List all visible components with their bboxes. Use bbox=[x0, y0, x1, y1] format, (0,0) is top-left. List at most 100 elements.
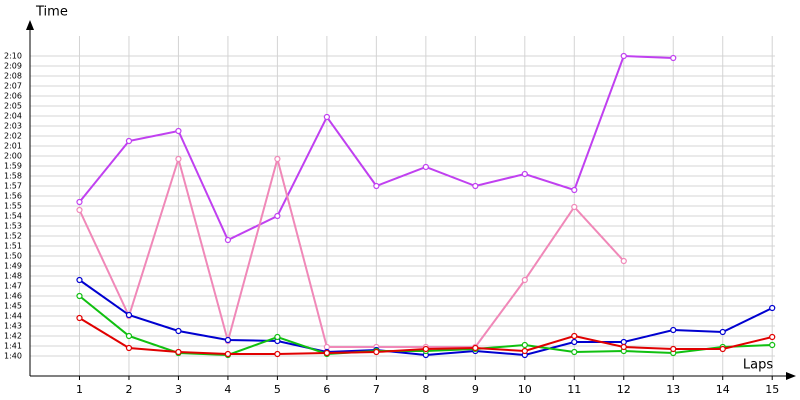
grid bbox=[30, 36, 775, 376]
y-axis-title: Time bbox=[35, 5, 68, 20]
point bbox=[274, 350, 281, 358]
y-tick-label: 2:02 bbox=[4, 132, 22, 141]
y-tick-label: 1:52 bbox=[4, 232, 22, 241]
y-tick-label: 2:01 bbox=[4, 142, 22, 151]
point bbox=[76, 206, 83, 214]
y-arrow bbox=[26, 20, 34, 30]
point bbox=[224, 236, 232, 244]
point bbox=[125, 137, 133, 145]
point bbox=[521, 341, 528, 349]
point bbox=[620, 338, 627, 346]
x-tick-label: 7 bbox=[373, 383, 380, 396]
point bbox=[670, 326, 677, 334]
point bbox=[323, 343, 330, 351]
y-tick-label: 1:47 bbox=[4, 282, 22, 291]
point bbox=[620, 343, 627, 351]
x-arrow bbox=[786, 372, 796, 380]
point bbox=[670, 345, 677, 353]
x-tick-label: 14 bbox=[716, 383, 730, 396]
point bbox=[571, 332, 578, 340]
point bbox=[76, 276, 83, 284]
y-tick-label: 2:08 bbox=[4, 72, 22, 81]
point bbox=[769, 333, 776, 341]
x-tick-label: 8 bbox=[422, 383, 429, 396]
point bbox=[719, 345, 726, 353]
point bbox=[719, 328, 726, 336]
point bbox=[224, 350, 232, 358]
point bbox=[521, 170, 528, 178]
y-tick-label: 2:06 bbox=[4, 92, 22, 101]
y-tick-label: 1:41 bbox=[4, 342, 22, 351]
y-tick-label: 1:45 bbox=[4, 302, 22, 311]
point bbox=[175, 327, 182, 335]
point bbox=[571, 203, 578, 211]
point bbox=[373, 182, 380, 190]
x-tick-label: 13 bbox=[666, 383, 680, 396]
point bbox=[76, 198, 83, 206]
y-tick-label: 2:10 bbox=[4, 52, 22, 61]
point bbox=[620, 257, 627, 265]
y-tick-label: 1:40 bbox=[4, 352, 22, 361]
point bbox=[76, 292, 83, 300]
y-tick-label: 1:55 bbox=[4, 202, 22, 211]
point bbox=[175, 127, 182, 135]
point bbox=[422, 345, 429, 353]
series-line bbox=[78, 155, 625, 348]
x-tick-label: 9 bbox=[472, 383, 479, 396]
point bbox=[472, 182, 479, 190]
x-tick-label: 1 bbox=[76, 383, 83, 396]
y-tick-label: 1:48 bbox=[4, 272, 22, 281]
x-tick-label: 6 bbox=[323, 383, 330, 396]
point bbox=[274, 212, 281, 220]
y-tick-label: 2:00 bbox=[4, 152, 22, 161]
point bbox=[521, 276, 528, 284]
point bbox=[620, 52, 627, 60]
y-tick-label: 1:59 bbox=[4, 162, 22, 171]
point bbox=[571, 338, 578, 346]
x-tick-label: 12 bbox=[617, 383, 631, 396]
y-tick-label: 1:50 bbox=[4, 252, 22, 261]
point bbox=[571, 348, 578, 356]
y-tick-label: 1:49 bbox=[4, 262, 22, 271]
x-tick-label: 5 bbox=[274, 383, 281, 396]
point bbox=[373, 348, 380, 356]
y-tick-label: 1:46 bbox=[4, 292, 22, 301]
y-tick-label: 1:44 bbox=[4, 312, 22, 321]
point bbox=[274, 333, 281, 341]
point bbox=[175, 155, 182, 163]
point bbox=[125, 332, 133, 340]
y-tick-label: 2:09 bbox=[4, 62, 22, 71]
x-tick-label: 11 bbox=[567, 383, 581, 396]
y-tick-label: 1:42 bbox=[4, 332, 22, 341]
y-tick-label: 1:43 bbox=[4, 322, 22, 331]
point bbox=[571, 186, 578, 194]
y-tick-label: 1:54 bbox=[4, 212, 22, 221]
point bbox=[323, 349, 330, 357]
y-tick-label: 2:05 bbox=[4, 102, 22, 111]
point bbox=[323, 113, 330, 121]
x-axis-title: Laps bbox=[743, 358, 773, 373]
axes bbox=[26, 20, 796, 380]
point bbox=[274, 155, 281, 163]
point bbox=[224, 336, 232, 344]
point bbox=[670, 54, 677, 62]
y-tick-label: 2:03 bbox=[4, 122, 22, 131]
x-tick-label: 4 bbox=[224, 383, 231, 396]
point bbox=[472, 344, 479, 352]
point bbox=[76, 314, 83, 322]
x-tick-label: 10 bbox=[518, 383, 532, 396]
y-tick-label: 1:58 bbox=[4, 172, 22, 181]
y-tick-label: 1:53 bbox=[4, 222, 22, 231]
y-tick-label: 2:07 bbox=[4, 82, 22, 91]
x-tick-label: 15 bbox=[765, 383, 779, 396]
x-tick-label: 3 bbox=[175, 383, 182, 396]
point bbox=[769, 341, 776, 349]
y-tick-label: 2:04 bbox=[4, 112, 22, 121]
point bbox=[521, 347, 528, 355]
point bbox=[422, 163, 429, 171]
point bbox=[175, 348, 182, 356]
y-tick-label: 1:57 bbox=[4, 182, 22, 191]
y-tick-label: 1:51 bbox=[4, 242, 22, 251]
x-tick-label: 2 bbox=[125, 383, 132, 396]
